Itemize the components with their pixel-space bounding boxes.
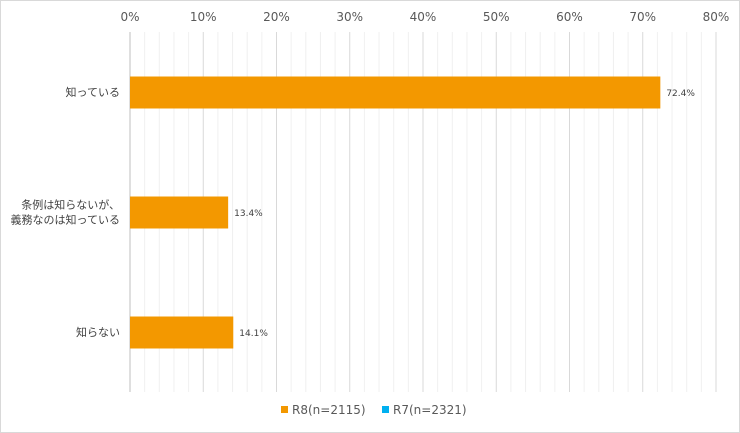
legend-swatch: [382, 406, 389, 413]
legend-swatch: [281, 406, 288, 413]
data-label: 72.4%: [666, 89, 695, 99]
legend: R8(n=2115) R7(n=2321): [281, 403, 467, 417]
category-label: 知らない: [76, 325, 120, 339]
series-bars: [130, 76, 661, 349]
legend-label: R8(n=2115): [292, 403, 366, 417]
bar: [130, 76, 661, 109]
category-label: 知っている: [66, 85, 120, 99]
data-label: 13.4%: [234, 209, 263, 219]
category-label: 条例は知らないが、: [21, 198, 120, 212]
legend-label: R7(n=2321): [393, 403, 467, 417]
bar: [130, 316, 234, 349]
x-tick-label: 40%: [410, 10, 437, 24]
x-tick-label: 60%: [556, 10, 583, 24]
bar: [130, 196, 229, 229]
data-labels: 72.4% 13.4% 14.1%: [234, 89, 695, 339]
data-label: 14.1%: [239, 329, 268, 339]
x-tick-label: 10%: [190, 10, 217, 24]
x-tick-label: 50%: [483, 10, 510, 24]
x-tick-label: 0%: [120, 10, 139, 24]
x-tick-label: 70%: [629, 10, 656, 24]
x-tick-label: 80%: [703, 10, 730, 24]
x-tick-label: 20%: [263, 10, 290, 24]
category-label: 義務なのは知っている: [11, 213, 120, 227]
x-tick-label: 30%: [336, 10, 363, 24]
x-axis-tick-labels: 0% 10% 20% 30% 40% 50% 60% 70% 80%: [120, 10, 729, 24]
